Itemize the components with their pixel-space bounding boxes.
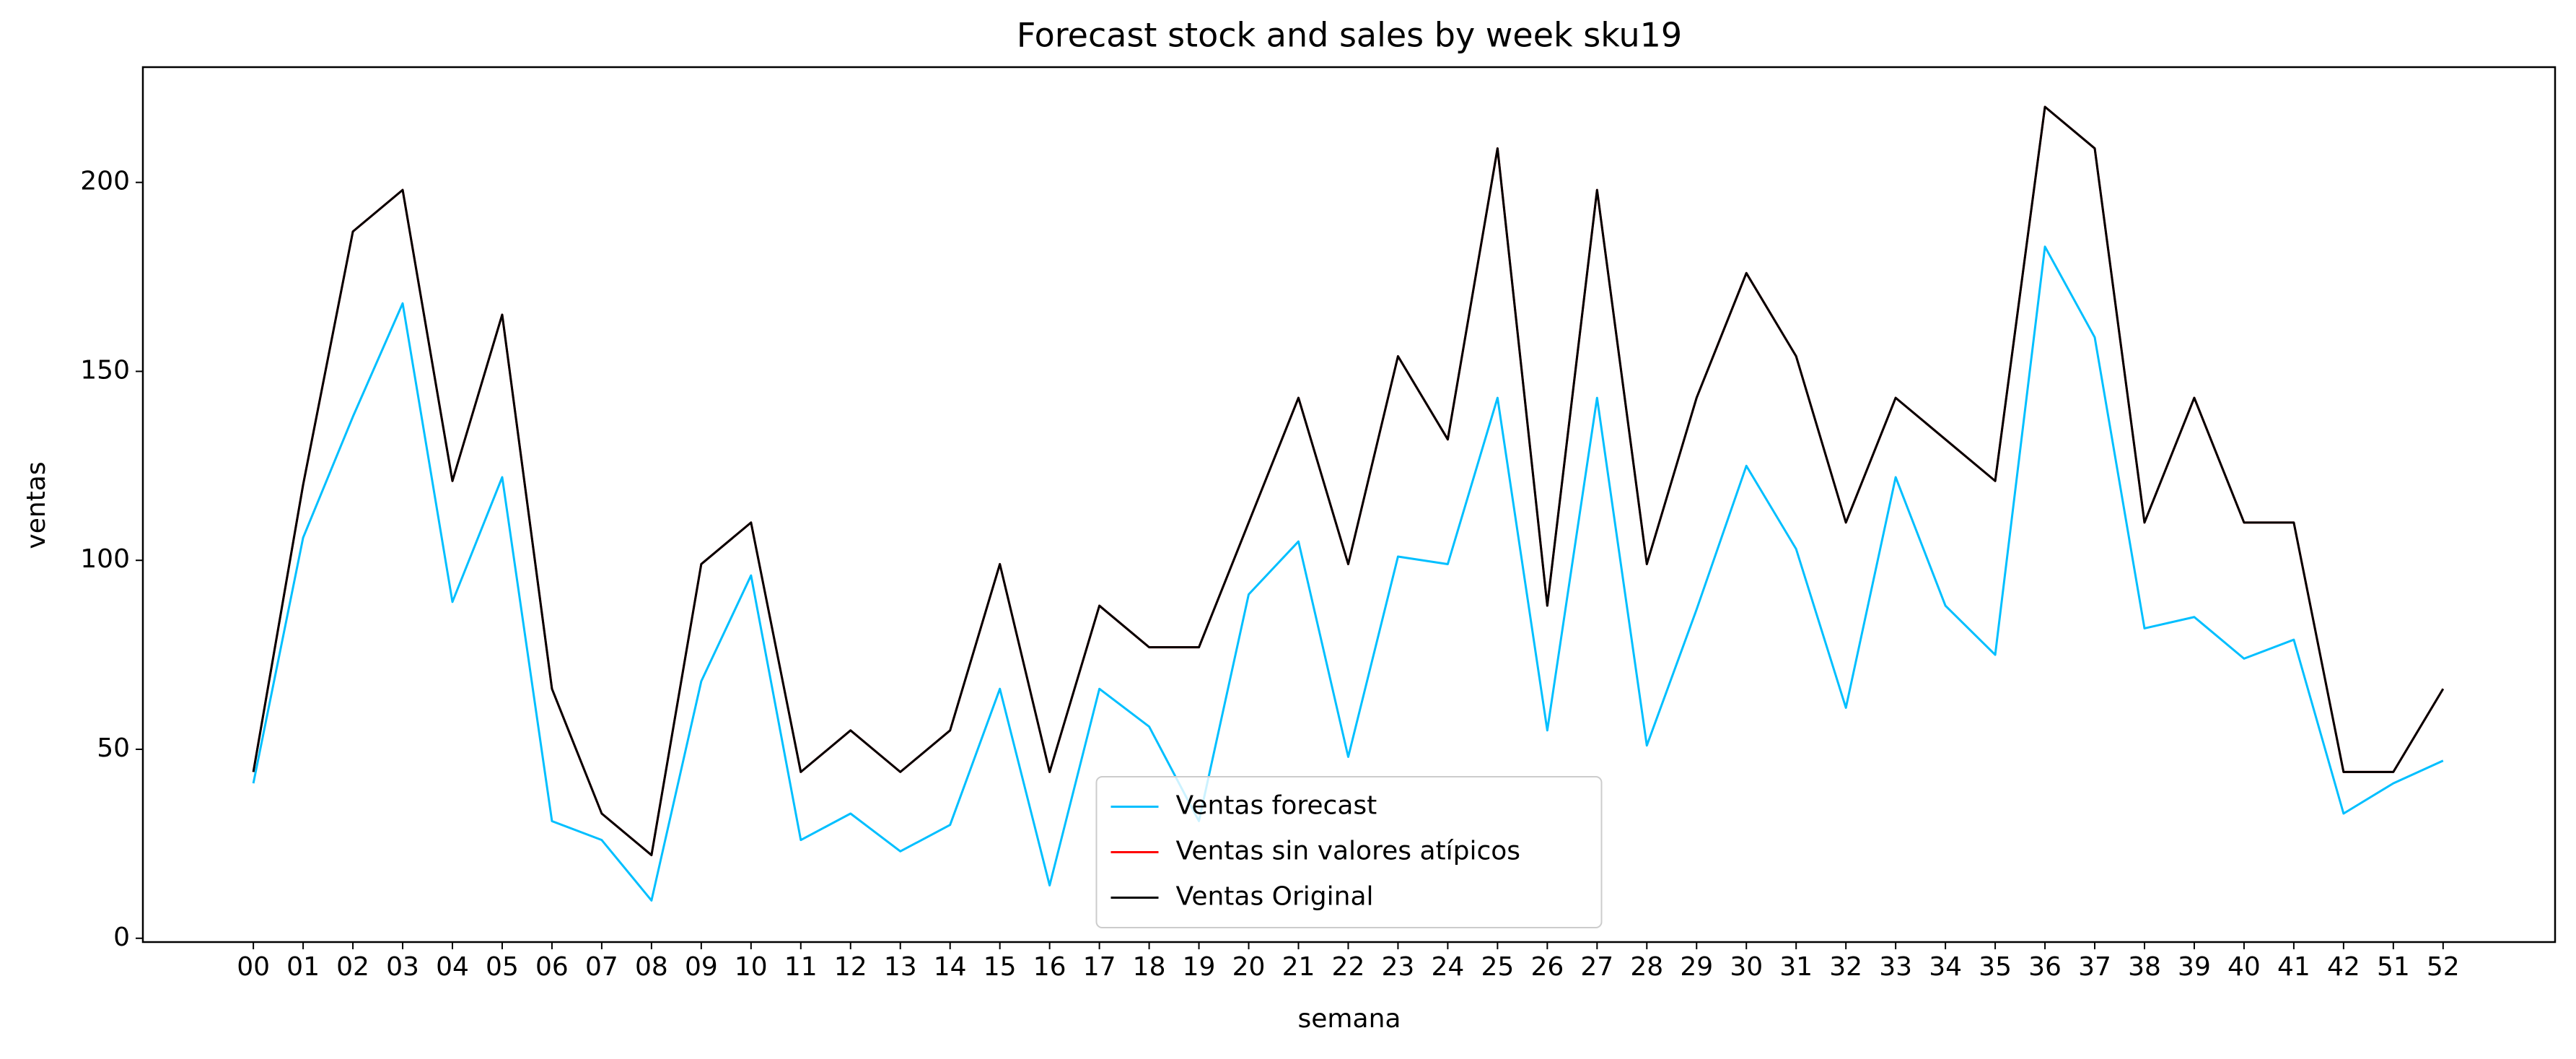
x-tick-label: 13 <box>884 952 917 982</box>
x-tick-label: 16 <box>1033 952 1066 982</box>
x-tick-label: 01 <box>286 952 320 982</box>
x-tick-label: 18 <box>1133 952 1166 982</box>
x-tick-label: 22 <box>1332 952 1365 982</box>
y-tick-label: 0 <box>113 923 130 952</box>
series-line <box>252 105 2445 857</box>
x-tick-label: 21 <box>1282 952 1315 982</box>
x-tick-label: 42 <box>2327 952 2360 982</box>
x-tick-label: 26 <box>1530 952 1564 982</box>
x-tick-label: 19 <box>1183 952 1216 982</box>
x-tick-label: 25 <box>1481 952 1514 982</box>
x-tick-label: 11 <box>784 952 818 982</box>
series-line <box>252 105 2445 857</box>
x-tick-label: 40 <box>2227 952 2261 982</box>
x-axis-label: semana <box>1298 1004 1401 1034</box>
x-tick-label: 03 <box>386 952 419 982</box>
x-tick-label: 34 <box>1929 952 1962 982</box>
x-tick-label: 12 <box>834 952 867 982</box>
x-tick-label: 41 <box>2277 952 2310 982</box>
x-tick-label: 08 <box>635 952 668 982</box>
legend-label: Ventas forecast <box>1176 791 1377 821</box>
x-tick-label: 04 <box>436 952 469 982</box>
x-tick-label: 30 <box>1730 952 1763 982</box>
x-tick-label: 52 <box>2427 952 2460 982</box>
x-tick-label: 10 <box>735 952 768 982</box>
x-tick-label: 37 <box>2078 952 2111 982</box>
x-tick-label: 02 <box>336 952 369 982</box>
x-tick-label: 36 <box>2028 952 2062 982</box>
legend-label: Ventas Original <box>1176 882 1374 912</box>
x-tick-label: 07 <box>585 952 618 982</box>
x-tick-label: 28 <box>1630 952 1663 982</box>
series-line <box>252 245 2444 902</box>
x-tick-label: 29 <box>1680 952 1713 982</box>
x-tick-label: 38 <box>2128 952 2161 982</box>
y-tick-label: 200 <box>80 167 130 196</box>
x-tick-label: 51 <box>2377 952 2410 982</box>
x-tick-label: 31 <box>1779 952 1813 982</box>
y-tick-label: 100 <box>80 544 130 574</box>
y-tick-label: 50 <box>97 733 130 763</box>
x-tick-label: 15 <box>983 952 1017 982</box>
x-tick-label: 27 <box>1580 952 1613 982</box>
x-tick-label: 23 <box>1382 952 1415 982</box>
plot-frame <box>141 66 2557 943</box>
x-tick-label: 32 <box>1829 952 1862 982</box>
y-axis-label: ventas <box>22 461 51 549</box>
x-tick-label: 17 <box>1083 952 1116 982</box>
legend-label: Ventas sin valores atípicos <box>1176 837 1521 866</box>
x-tick-label: 24 <box>1432 952 1465 982</box>
legend-box <box>1095 776 1603 928</box>
x-tick-label: 20 <box>1232 952 1266 982</box>
x-tick-label: 05 <box>486 952 519 982</box>
x-tick-label: 00 <box>237 952 270 982</box>
x-tick-label: 35 <box>1979 952 2012 982</box>
x-tick-label: 06 <box>535 952 569 982</box>
x-tick-label: 39 <box>2178 952 2211 982</box>
x-tick-label: 33 <box>1879 952 1912 982</box>
y-tick-label: 150 <box>80 355 130 385</box>
chart-title: Forecast stock and sales by week sku19 <box>1017 16 1682 55</box>
x-tick-label: 14 <box>934 952 967 982</box>
x-tick-label: 09 <box>685 952 718 982</box>
